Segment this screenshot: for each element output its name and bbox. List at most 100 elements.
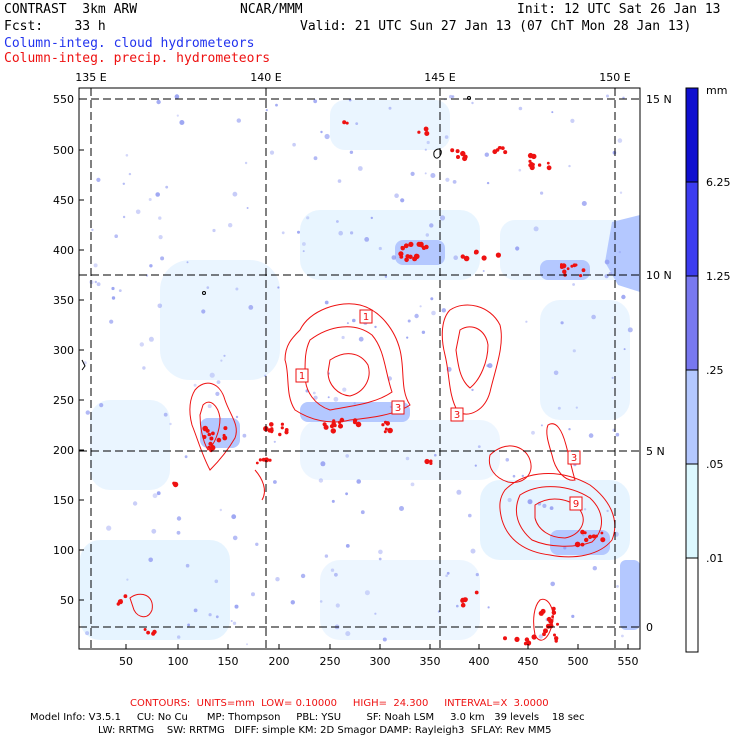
cloud-dot	[85, 410, 91, 415]
precip-dot	[546, 165, 552, 171]
cloud-dot	[425, 233, 429, 237]
cloud-dot	[335, 603, 340, 608]
precip-dot	[352, 420, 357, 425]
colorbar-segment	[685, 557, 699, 653]
cloud-dot	[550, 581, 555, 587]
cloud-dot	[551, 111, 554, 114]
cloud-dot	[156, 491, 161, 496]
x-tick-label: 200	[269, 655, 290, 668]
cloud-dot	[557, 406, 561, 410]
cloud-dot	[604, 259, 610, 265]
precip-dot	[384, 427, 388, 431]
cloud-dot	[334, 572, 338, 577]
y-tick-label: 250	[53, 394, 74, 407]
cloud-dot	[486, 181, 490, 185]
cloud-dot	[582, 534, 585, 537]
cloud-dot	[434, 453, 437, 457]
cloud-dot	[378, 246, 382, 251]
cloud-dot	[275, 577, 280, 582]
cloud-dot	[441, 308, 446, 313]
cloud-dot	[518, 106, 523, 111]
cloud-dot	[542, 503, 547, 508]
lon-label: 140 E	[250, 71, 281, 84]
cloud-dot	[406, 336, 409, 339]
x-tick-label: 450	[518, 655, 539, 668]
cloud-dot	[208, 613, 212, 617]
precip-dot	[329, 424, 335, 429]
cloud-dot	[560, 321, 564, 325]
cloud-dot	[337, 179, 342, 183]
cloud-dot	[292, 142, 296, 147]
precip-dot	[119, 599, 123, 602]
cloud-dot	[452, 180, 457, 184]
cloud-dot	[512, 474, 516, 478]
valid-time: Valid: 21 UTC Sun 27 Jan 13 (07 ChT Mon …	[300, 19, 692, 34]
cloud-dot	[353, 402, 356, 405]
x-tick-label: 350	[420, 655, 441, 668]
cloud-dot	[356, 479, 362, 484]
cloud-dot	[158, 235, 163, 240]
x-tick-label: 500	[568, 655, 589, 668]
cloud-dot	[484, 152, 489, 157]
cloud-dot	[563, 546, 567, 550]
cloud-dot	[99, 403, 104, 408]
precip-dot	[284, 430, 289, 435]
precip-dot	[280, 426, 284, 430]
precip-dot	[280, 422, 284, 426]
cloud-dot	[345, 492, 348, 496]
cloud-dot	[318, 478, 324, 483]
cloud-dot	[568, 164, 571, 168]
cloud-dot	[474, 464, 477, 467]
y-tick-label: 450	[53, 194, 74, 207]
cloud-dot	[482, 270, 485, 272]
cloud-dot	[232, 535, 238, 541]
cloud-dot	[111, 296, 116, 300]
cloud-dot	[324, 554, 329, 558]
colorbar-label: .25	[706, 364, 724, 377]
precip-dot	[460, 254, 465, 259]
lat-label: 15 N	[646, 93, 672, 106]
cloud-dot	[94, 280, 98, 284]
cloud-dot	[212, 228, 216, 233]
cloud-dot	[612, 150, 617, 155]
cloud-dot	[357, 166, 363, 171]
cloud-dot	[378, 557, 382, 561]
precip-dot	[383, 430, 387, 434]
cloud-dot	[531, 430, 535, 435]
cloud-dot	[319, 600, 323, 603]
precip-dot	[588, 534, 593, 540]
precip-dot	[417, 130, 421, 134]
cloud-dot	[533, 226, 539, 232]
cloud-dot	[142, 366, 146, 370]
y-tick-label: 400	[53, 244, 74, 257]
y-tick-label: 550	[53, 93, 74, 106]
cloud-dot	[324, 300, 329, 305]
colorbar-label: 1.25	[706, 270, 731, 283]
precip-dot	[546, 616, 552, 622]
x-tick-label: 300	[370, 655, 391, 668]
cloud-dot	[518, 168, 522, 172]
x-tick-label: 50	[119, 655, 133, 668]
cloud-dot	[300, 573, 306, 579]
cloud-dot	[352, 318, 356, 323]
precip-dot	[455, 149, 460, 154]
precip-dot	[579, 274, 583, 278]
cloud-dot	[96, 282, 101, 287]
cloud-dot	[230, 620, 233, 622]
cloud-dot	[214, 579, 219, 584]
cloud-dot	[135, 209, 141, 215]
cloud-dot	[96, 177, 101, 182]
precip-dot	[543, 628, 548, 634]
cloud-dot	[246, 643, 248, 646]
cloud-dot	[152, 493, 158, 499]
cloud-dot	[176, 516, 182, 521]
lon-label: 145 E	[424, 71, 455, 84]
precip-dot	[387, 427, 393, 434]
precip-dot	[403, 243, 409, 249]
cloud-dot	[156, 99, 161, 105]
x-tick-label: 400	[469, 655, 490, 668]
precip-dot	[528, 163, 532, 167]
x-tick-label: 100	[168, 655, 189, 668]
cloud-dot	[424, 172, 427, 175]
